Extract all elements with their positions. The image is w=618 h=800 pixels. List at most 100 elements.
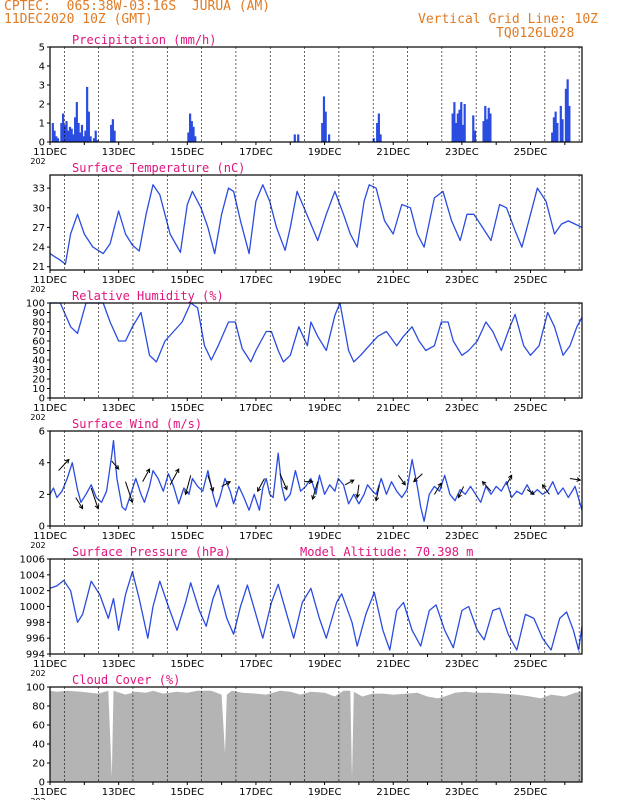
- y-tick-label: 1002: [20, 586, 45, 597]
- precip-bar: [89, 136, 92, 142]
- wind-arrow-head: [529, 490, 535, 495]
- x-tick-label: 13DEC: [102, 787, 136, 798]
- x-tick-label: 21DEC: [376, 147, 410, 158]
- precip-bar: [456, 113, 459, 142]
- wind-arrow-head: [257, 487, 262, 493]
- precip-bar: [86, 86, 89, 142]
- x-tick-label: 13DEC: [102, 147, 136, 158]
- y-tick-label: 1004: [20, 570, 45, 581]
- x-tick-label: 23DEC: [445, 147, 479, 158]
- precip-bar: [460, 102, 463, 142]
- wind-arrow: [482, 481, 492, 492]
- wind-arrow: [169, 468, 180, 486]
- wind-arrow-head: [114, 464, 120, 470]
- wind-arrow: [125, 481, 133, 503]
- precip-bar: [74, 117, 77, 142]
- temp-title: Surface Temperature (nC): [72, 161, 245, 175]
- wind-arrow: [185, 475, 192, 495]
- precip-bar: [110, 124, 113, 142]
- y-tick-label: 2: [39, 100, 45, 111]
- x-year-stub: 202: [30, 669, 45, 678]
- cloud-cover-chart: Cloud Cover (%) 0 20 40 60 80 100 11DEC 13DEC 15D…: [26, 673, 583, 800]
- x-tick-label: 17DEC: [239, 147, 273, 158]
- precip-bar: [453, 102, 456, 142]
- wind-arrow: [75, 497, 84, 509]
- precip-bar: [189, 113, 192, 142]
- precip-bar: [482, 121, 485, 142]
- x-tick-label: 19DEC: [308, 147, 342, 158]
- precip-bar: [377, 113, 380, 142]
- y-tick-label: 10: [32, 384, 45, 395]
- precip-bar: [192, 126, 195, 142]
- precip-bar: [63, 124, 66, 142]
- y-tick-label: 0: [39, 778, 45, 789]
- precip-bar: [376, 123, 379, 142]
- precip-bar: [60, 123, 63, 142]
- x-tick-label: 21DEC: [376, 531, 410, 542]
- wind-arrow: [257, 478, 265, 492]
- precip-bar: [194, 136, 197, 142]
- precip-bar: [65, 121, 68, 142]
- x-tick-label: 13DEC: [102, 531, 136, 542]
- precip-bar: [328, 134, 331, 142]
- y-tick-label: 0: [39, 522, 45, 533]
- precip-bar: [561, 119, 564, 142]
- precip-bar: [187, 132, 190, 142]
- cloud-title: Cloud Cover (%): [72, 673, 180, 687]
- precip-bar: [321, 123, 324, 142]
- x-tick-label: 25DEC: [514, 787, 548, 798]
- wind-arrow-head: [145, 468, 151, 474]
- wind-arrow-head: [508, 474, 513, 480]
- x-tick-label: 21DEC: [376, 787, 410, 798]
- wind-arrow: [375, 484, 380, 501]
- precip-bar: [372, 138, 375, 142]
- precip-bar: [55, 136, 58, 142]
- wind-arrow: [142, 468, 150, 482]
- precip-bar: [487, 107, 490, 142]
- y-tick-label: 994: [26, 650, 45, 661]
- y-tick-label: 21: [32, 262, 45, 273]
- x-tick-label: 15DEC: [170, 531, 204, 542]
- wind-arrow-head: [413, 477, 418, 483]
- wind-arrow: [397, 475, 406, 486]
- header-date: 11DEC2020 10Z (GMT): [4, 12, 153, 27]
- x-year-stub: 202: [30, 541, 45, 550]
- wind-arrow-head: [64, 458, 70, 464]
- y-tick-label: 1: [39, 119, 45, 130]
- wind-arrow-head: [78, 504, 84, 510]
- y-tick-label: 2: [39, 490, 45, 501]
- x-year-stub: 202: [30, 285, 45, 294]
- x-tick-label: 21DEC: [376, 403, 410, 414]
- x-tick-label: 23DEC: [445, 403, 479, 414]
- precip-bar: [53, 130, 56, 142]
- rh-series-line: [50, 302, 583, 363]
- x-tick-label: 25DEC: [514, 403, 548, 414]
- wind-arrow: [569, 478, 581, 481]
- x-year-stub: 202: [30, 413, 45, 422]
- wind-arrow: [221, 481, 231, 487]
- wind-arrow-head: [437, 482, 442, 488]
- y-tick-label: 60: [32, 337, 45, 348]
- wind-arrow-head: [401, 480, 406, 486]
- header-grid-note: Vertical Grid Line: 10Z: [418, 12, 599, 27]
- cloud-cover-area: [50, 690, 582, 782]
- pressure-series-line: [49, 571, 583, 651]
- y-tick-label: 1000: [20, 602, 45, 613]
- wind-series-line: [49, 439, 583, 522]
- x-tick-label: 13DEC: [102, 403, 136, 414]
- precip-bar: [556, 123, 559, 142]
- humidity-chart: Relative Humidity (%) 0102030405060708090…: [26, 289, 583, 422]
- precip-bar: [472, 115, 475, 142]
- y-tick-label: 4: [39, 62, 45, 73]
- precip-bar: [82, 136, 85, 142]
- x-tick-label: 25DEC: [514, 659, 548, 670]
- y-tick-label: 30: [32, 203, 45, 214]
- wind-arrow-head: [541, 483, 547, 489]
- x-tick-label: 23DEC: [445, 531, 479, 542]
- x-tick-label: 17DEC: [239, 275, 273, 286]
- y-tick-label: 4: [39, 458, 45, 469]
- precip-bar: [94, 130, 97, 142]
- precip-bar: [67, 130, 70, 142]
- wind-arrow: [90, 487, 99, 509]
- x-tick-label: 19DEC: [308, 659, 342, 670]
